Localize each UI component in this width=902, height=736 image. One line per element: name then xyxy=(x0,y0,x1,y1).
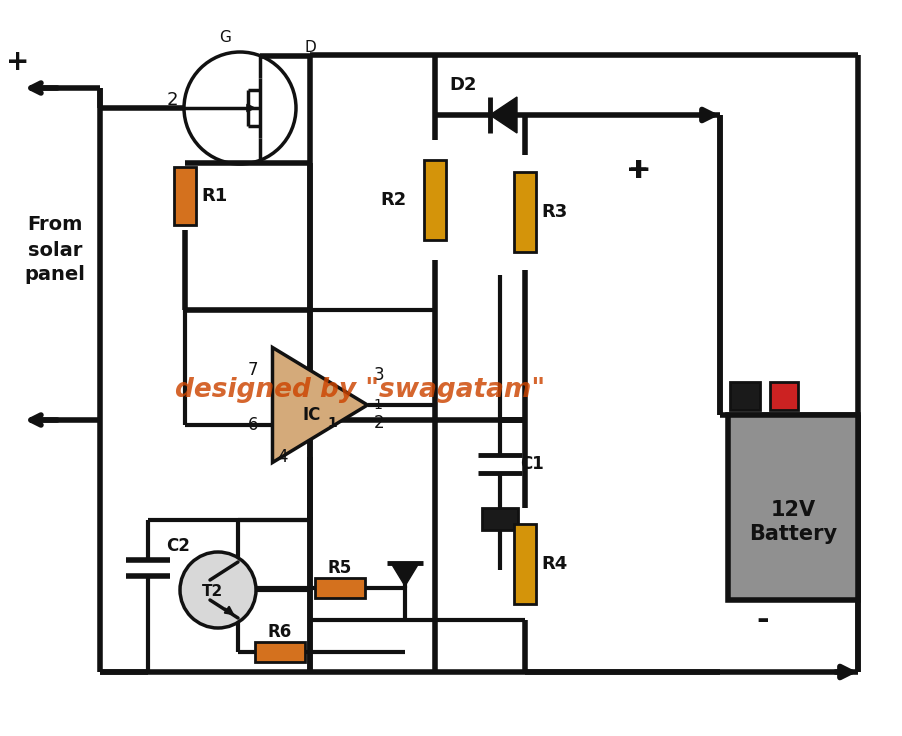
Text: R5: R5 xyxy=(327,559,352,577)
Text: 6: 6 xyxy=(248,416,259,434)
Text: C2: C2 xyxy=(166,537,190,555)
Text: 7: 7 xyxy=(248,361,259,379)
Text: +: + xyxy=(629,156,651,184)
Bar xyxy=(255,642,305,662)
Text: R6: R6 xyxy=(268,623,292,641)
Text: -: - xyxy=(757,606,769,634)
Text: R2: R2 xyxy=(381,191,407,209)
Text: 12V
Battery: 12V Battery xyxy=(749,500,837,545)
Bar xyxy=(728,415,858,600)
Text: T2: T2 xyxy=(202,584,224,600)
Text: C1: C1 xyxy=(520,455,544,473)
Text: D: D xyxy=(304,40,316,55)
Text: R4: R4 xyxy=(541,555,567,573)
Bar xyxy=(174,167,196,225)
Polygon shape xyxy=(391,563,419,586)
Text: designed by "swagatam": designed by "swagatam" xyxy=(175,377,545,403)
Polygon shape xyxy=(490,97,517,133)
Text: 4: 4 xyxy=(278,448,288,466)
Text: +: + xyxy=(6,48,30,76)
Text: R1: R1 xyxy=(201,187,227,205)
Text: From
solar
panel: From solar panel xyxy=(24,216,86,285)
Bar xyxy=(424,160,446,240)
Bar xyxy=(514,524,536,604)
Bar xyxy=(514,172,536,252)
Circle shape xyxy=(180,552,256,628)
Polygon shape xyxy=(272,347,367,462)
Text: 1: 1 xyxy=(373,398,382,412)
Bar xyxy=(770,382,798,410)
Text: IC: IC xyxy=(303,406,321,424)
Text: 2: 2 xyxy=(373,414,384,432)
Text: R3: R3 xyxy=(541,203,567,221)
Text: 3: 3 xyxy=(373,366,384,384)
Text: 2: 2 xyxy=(166,91,178,109)
Text: +: + xyxy=(626,156,649,184)
Text: G: G xyxy=(219,30,231,46)
Text: 1: 1 xyxy=(327,416,336,430)
Bar xyxy=(315,578,365,598)
Bar xyxy=(482,508,518,530)
Text: D2: D2 xyxy=(449,76,477,94)
Bar xyxy=(730,382,760,410)
